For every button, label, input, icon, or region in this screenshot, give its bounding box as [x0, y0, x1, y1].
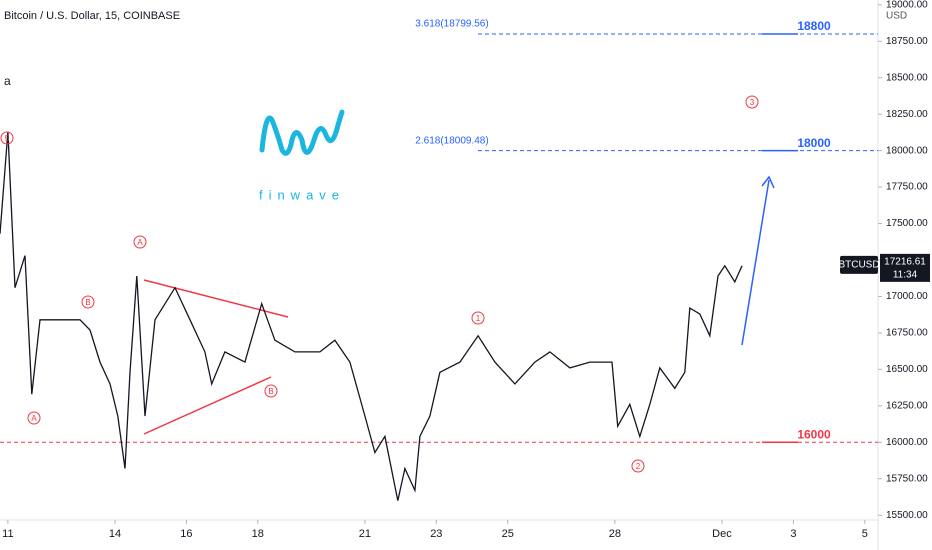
price-line [0, 131, 743, 501]
wave-label: 5 [5, 134, 10, 143]
arrow-head [761, 175, 775, 189]
symbol-label: BTCUSD [838, 260, 879, 271]
last-time: 11:34 [893, 270, 918, 281]
y-tick-label: 15750.00 [886, 473, 928, 484]
y-tick-label: 16500.00 [886, 364, 928, 375]
level-label: 18000 [797, 136, 831, 150]
wave-circle [0, 131, 14, 145]
y-tick-label: 18250.00 [886, 109, 928, 120]
arrow [741, 179, 770, 346]
wave-label: 1 [476, 314, 481, 323]
y-tick-label: 16750.00 [886, 328, 928, 339]
wave-label: 3 [750, 98, 755, 107]
triangle-line [143, 376, 272, 435]
y-tick-label: 17000.00 [886, 291, 928, 302]
y-tick-label: 16250.00 [886, 400, 928, 411]
x-tick-label: 11 [2, 528, 13, 540]
x-tick-label: 16 [180, 528, 192, 540]
wave-circle [81, 295, 95, 309]
x-tick-label: 25 [502, 528, 514, 540]
watermark: finwave [259, 187, 345, 202]
y-tick-label: 15500.00 [886, 510, 928, 521]
y-tick-label: 18750.00 [886, 36, 928, 47]
fib-label: 3.618(18799.56) [415, 19, 488, 30]
x-tick-label: 18 [252, 528, 264, 540]
wave-label: A [31, 414, 37, 423]
level-label: 16000 [797, 427, 831, 441]
y-tick-label: 19000.00 [886, 0, 928, 10]
wave-circle [264, 384, 278, 398]
last-price: 17216.61 [884, 257, 926, 268]
x-tick-label: Dec [712, 528, 732, 540]
y-tick-label: 17500.00 [886, 218, 928, 229]
x-tick-label: 3 [790, 528, 796, 540]
x-tick-label: 21 [359, 528, 371, 540]
wave-label: 2 [636, 462, 641, 471]
subtitle: a [4, 74, 11, 88]
wave-circle [631, 459, 645, 473]
y-axis-label: USD [886, 11, 907, 22]
fib-label: 2.618(18009.48) [415, 135, 488, 146]
y-tick-label: 18500.00 [886, 72, 928, 83]
wave-circle [745, 95, 759, 109]
wave-circle [27, 411, 41, 425]
y-tick-label: 16000.00 [886, 437, 928, 448]
symbol-tag [840, 255, 878, 274]
chart-title: Bitcoin / U.S. Dollar, 15, COINBASE [4, 10, 180, 22]
wave-label: B [85, 298, 90, 307]
price-tag [880, 253, 930, 282]
y-tick-label: 18000.00 [886, 145, 928, 156]
x-tick-label: 28 [609, 528, 621, 540]
wave-label: B [268, 387, 273, 396]
wave-label: A [137, 238, 143, 247]
x-tick-label: 5 [862, 528, 868, 540]
wave-circle [133, 235, 147, 249]
level-label: 18800 [797, 19, 831, 33]
wave-circle [471, 311, 485, 325]
logo: finwave [259, 109, 345, 202]
x-tick-label: 14 [109, 528, 121, 540]
x-tick-label: 23 [430, 528, 442, 540]
y-tick-label: 17750.00 [886, 182, 928, 193]
